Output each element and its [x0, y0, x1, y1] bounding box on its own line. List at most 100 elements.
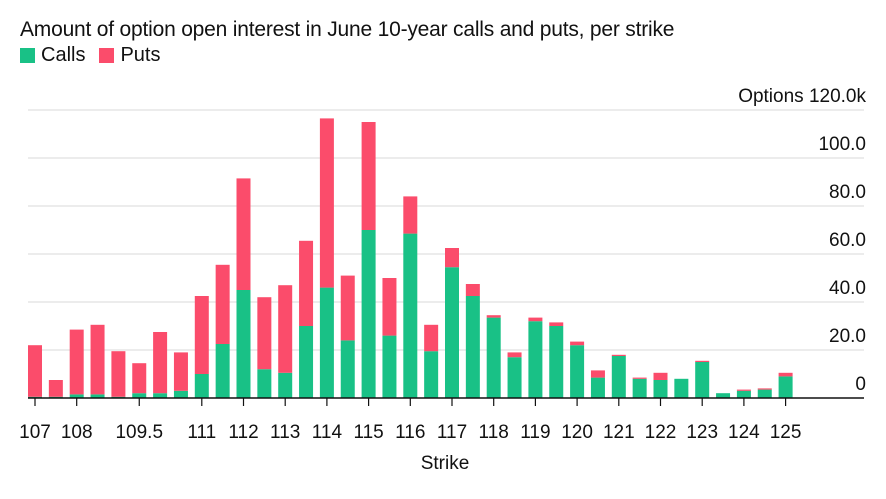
legend-item-calls: Calls — [20, 44, 85, 67]
bar-calls — [445, 267, 459, 398]
bar-puts — [48, 380, 63, 397]
bar-calls — [173, 390, 188, 398]
bar-calls — [486, 317, 501, 398]
x-tick-label: 119 — [520, 422, 550, 443]
x-tick-label: 113 — [270, 422, 300, 443]
x-tick-label: 108 — [61, 422, 93, 443]
bar-puts — [382, 278, 397, 336]
bar-calls — [424, 351, 439, 398]
bar-calls — [778, 376, 793, 398]
bar-calls — [528, 321, 543, 398]
y-tick-label: 80.0 — [829, 182, 866, 203]
bar-calls — [382, 335, 397, 398]
bar-calls — [674, 378, 689, 398]
bar-calls — [736, 390, 751, 398]
x-axis-title: Strike — [421, 453, 470, 474]
bar-puts — [757, 388, 772, 390]
x-tick-label: 118 — [479, 422, 509, 443]
bar-puts — [340, 275, 355, 341]
x-tick-label: 115 — [353, 422, 383, 443]
bar-puts — [611, 354, 626, 356]
bar-calls — [90, 394, 105, 398]
bar-puts — [528, 317, 543, 322]
bar-puts — [28, 345, 42, 397]
y-tick-label: 0 — [855, 374, 866, 395]
bar-puts — [570, 341, 585, 346]
bar-puts — [90, 324, 105, 395]
bar-puts — [278, 285, 293, 373]
legend: Calls Puts — [20, 44, 160, 67]
bar-puts — [111, 351, 126, 397]
bar-calls — [236, 290, 251, 398]
x-tick-label: 120 — [561, 422, 593, 443]
bar-puts — [590, 370, 605, 378]
legend-swatch-calls — [20, 48, 35, 63]
bar-calls — [757, 389, 772, 398]
x-tick-label: 112 — [228, 422, 258, 443]
bar-puts — [319, 118, 334, 288]
bar-puts — [299, 240, 314, 326]
bar-puts — [695, 360, 710, 362]
legend-swatch-puts — [99, 48, 115, 63]
bar-calls — [278, 372, 293, 398]
x-axis-ticks: 107 108 109.5 111 112 113 114 115 116 117 118 119 12… — [19, 398, 801, 443]
bar-calls — [319, 287, 334, 398]
bar-puts — [507, 352, 522, 358]
bar-puts — [132, 363, 147, 394]
bar-puts — [403, 196, 418, 234]
bar-calls — [507, 357, 522, 398]
bar-puts — [194, 296, 209, 374]
bar-puts — [236, 178, 251, 290]
bars — [28, 118, 793, 398]
bar-puts — [486, 315, 501, 318]
bar-calls — [632, 378, 647, 398]
bar-puts — [736, 389, 751, 391]
legend-label-calls: Calls — [41, 44, 86, 66]
bar-calls — [299, 326, 314, 398]
legend-item-puts: Puts — [99, 44, 160, 67]
bar-calls — [716, 393, 731, 398]
x-tick-label: 114 — [312, 422, 343, 443]
bar-puts — [549, 322, 564, 326]
y-tick-label: 40.0 — [829, 278, 866, 299]
bar-calls — [132, 393, 147, 398]
x-tick-label: 122 — [645, 422, 677, 443]
bar-calls — [257, 369, 272, 398]
bar-calls — [403, 233, 418, 398]
y-tick-label: 20.0 — [829, 326, 866, 347]
bar-calls — [194, 374, 209, 398]
chart-title: Amount of option open interest in June 1… — [20, 18, 675, 41]
bar-calls — [361, 230, 376, 398]
bar-calls — [69, 394, 84, 398]
x-tick-label: 109.5 — [115, 422, 163, 443]
bar-puts — [465, 284, 480, 296]
x-tick-label: 125 — [770, 422, 802, 443]
bar-calls — [695, 362, 710, 398]
legend-label-puts: Puts — [120, 44, 161, 66]
bar-calls — [549, 326, 564, 398]
bar-calls — [215, 344, 230, 398]
x-tick-label: 107 — [19, 422, 51, 443]
y-axis-ticks: 0 20.0 40.0 60.0 80.0 100.0 Options 120.0k — [738, 86, 866, 395]
y-tick-label: Options 120.0k — [738, 86, 866, 107]
bar-puts — [361, 122, 376, 230]
bar-calls — [340, 340, 355, 398]
bar-puts — [69, 329, 84, 395]
bar-calls — [465, 296, 480, 398]
x-tick-label: 123 — [686, 422, 718, 443]
y-tick-label: 100.0 — [818, 134, 866, 155]
bar-calls — [653, 380, 668, 398]
x-tick-label: 124 — [728, 422, 760, 443]
bar-puts — [632, 377, 647, 379]
bar-calls — [590, 377, 605, 398]
bar-puts — [215, 264, 230, 344]
bar-puts — [445, 248, 459, 268]
bar-puts — [153, 332, 168, 394]
bar-calls — [570, 345, 585, 398]
x-tick-label: 116 — [395, 422, 425, 443]
bar-calls — [153, 393, 168, 398]
x-tick-label: 111 — [187, 422, 216, 443]
bar-puts — [653, 372, 668, 380]
x-tick-label: 121 — [603, 422, 635, 443]
